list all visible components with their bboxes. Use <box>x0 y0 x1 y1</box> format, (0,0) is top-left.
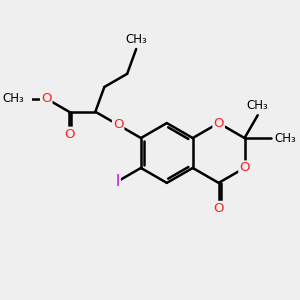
Text: O: O <box>239 161 250 174</box>
Text: I: I <box>116 174 120 189</box>
Text: O: O <box>41 92 52 105</box>
Text: O: O <box>213 202 224 215</box>
Text: CH₃: CH₃ <box>125 32 147 46</box>
Text: CH₃: CH₃ <box>2 92 24 105</box>
Text: O: O <box>213 117 224 130</box>
Text: CH₃: CH₃ <box>247 99 268 112</box>
Text: O: O <box>113 118 123 131</box>
Text: CH₃: CH₃ <box>274 131 296 145</box>
Text: O: O <box>64 128 74 141</box>
